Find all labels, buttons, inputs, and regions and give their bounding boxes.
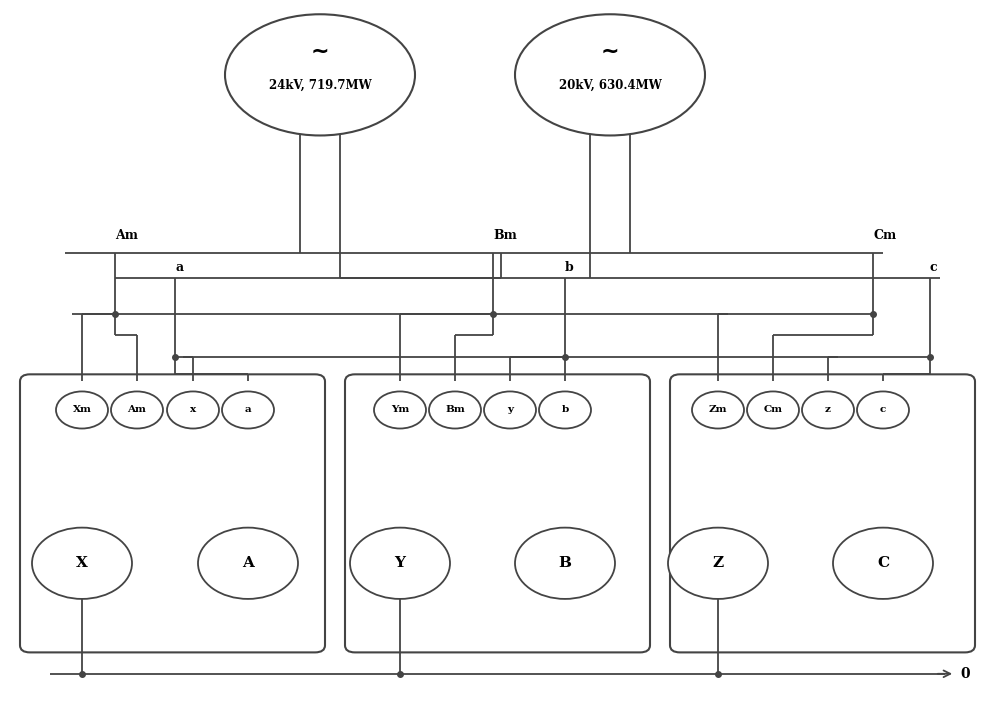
- FancyBboxPatch shape: [670, 374, 975, 652]
- Text: Cm: Cm: [873, 229, 896, 242]
- Text: c: c: [880, 406, 886, 414]
- Text: Xm: Xm: [73, 406, 91, 414]
- Text: x: x: [190, 406, 196, 414]
- FancyBboxPatch shape: [20, 374, 325, 652]
- Text: Cm: Cm: [764, 406, 782, 414]
- Text: Bm: Bm: [493, 229, 517, 242]
- Text: z: z: [825, 406, 831, 414]
- Text: B: B: [558, 556, 572, 570]
- Text: y: y: [507, 406, 513, 414]
- Text: Am: Am: [115, 229, 138, 242]
- Text: 20kV, 630.4MW: 20kV, 630.4MW: [559, 79, 661, 92]
- Circle shape: [429, 391, 481, 429]
- Circle shape: [374, 391, 426, 429]
- Text: ~: ~: [311, 42, 329, 62]
- Circle shape: [515, 528, 615, 599]
- Circle shape: [222, 391, 274, 429]
- Text: ~: ~: [601, 42, 619, 62]
- Text: c: c: [930, 261, 938, 274]
- Text: Y: Y: [394, 556, 406, 570]
- Ellipse shape: [515, 14, 705, 135]
- Circle shape: [32, 528, 132, 599]
- Circle shape: [350, 528, 450, 599]
- Circle shape: [668, 528, 768, 599]
- Text: a: a: [245, 406, 251, 414]
- Circle shape: [56, 391, 108, 429]
- Circle shape: [747, 391, 799, 429]
- Circle shape: [857, 391, 909, 429]
- Text: Am: Am: [128, 406, 146, 414]
- Text: Z: Z: [712, 556, 724, 570]
- Circle shape: [833, 528, 933, 599]
- Ellipse shape: [225, 14, 415, 135]
- Circle shape: [484, 391, 536, 429]
- Circle shape: [539, 391, 591, 429]
- Circle shape: [802, 391, 854, 429]
- Circle shape: [167, 391, 219, 429]
- Text: b: b: [561, 406, 569, 414]
- Text: b: b: [565, 261, 574, 274]
- FancyBboxPatch shape: [345, 374, 650, 652]
- Text: C: C: [877, 556, 889, 570]
- Circle shape: [111, 391, 163, 429]
- Circle shape: [198, 528, 298, 599]
- Text: a: a: [175, 261, 183, 274]
- Text: 24kV, 719.7MW: 24kV, 719.7MW: [269, 79, 371, 92]
- Text: Bm: Bm: [445, 406, 465, 414]
- Text: Ym: Ym: [391, 406, 409, 414]
- Text: 0: 0: [960, 667, 970, 681]
- Text: X: X: [76, 556, 88, 570]
- Text: Zm: Zm: [709, 406, 727, 414]
- Text: A: A: [242, 556, 254, 570]
- Circle shape: [692, 391, 744, 429]
